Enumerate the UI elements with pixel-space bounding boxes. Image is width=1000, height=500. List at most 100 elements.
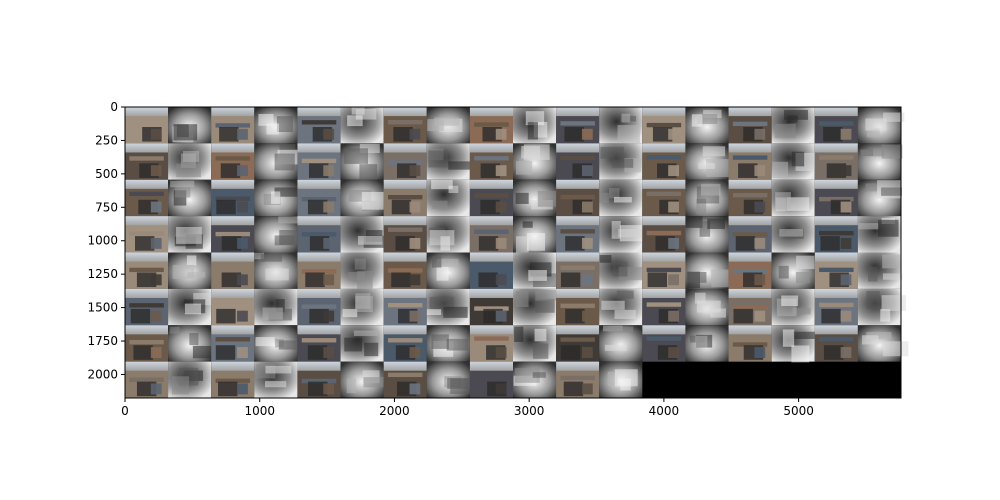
mosaic-tile: [599, 107, 643, 144]
mosaic-tile: [426, 252, 470, 289]
mosaic-tile: [297, 143, 341, 180]
mosaic-tile: [685, 325, 729, 362]
y-tick-label: 1250: [87, 267, 118, 281]
mosaic-tile: [728, 252, 772, 289]
mosaic-tile: [857, 216, 901, 253]
mosaic-tile: [814, 179, 858, 217]
x-tick-label: 0: [121, 404, 129, 418]
mosaic-tile: [469, 325, 513, 362]
mosaic-tile: [211, 179, 255, 217]
mosaic-tile: [168, 288, 213, 326]
mosaic-tile: [168, 361, 212, 398]
mosaic-tile: [125, 325, 169, 362]
mosaic-tile: [340, 179, 387, 217]
mosaic-tile: [556, 252, 600, 289]
mosaic-tile: [297, 288, 341, 326]
mosaic-tile: [340, 143, 384, 181]
mosaic-tile: [513, 107, 557, 144]
mosaic-tile: [469, 361, 513, 398]
mosaic-tile: [685, 179, 729, 217]
mosaic-tile: [125, 361, 169, 398]
mosaic-tile: [685, 288, 729, 326]
mosaic-tile: [426, 107, 470, 144]
mosaic-tile: [426, 325, 470, 362]
mosaic-tile: [426, 216, 470, 253]
mosaic-tile: [168, 107, 212, 144]
mosaic-tile: [340, 216, 385, 253]
mosaic-tile: [254, 252, 298, 289]
mosaic-tile: [297, 361, 341, 398]
mosaic-image: [125, 107, 909, 398]
mosaic-tile: [211, 288, 255, 326]
x-tick-label: 1000: [244, 404, 275, 418]
mosaic-tile: [685, 107, 729, 144]
mosaic-tile: [383, 216, 427, 253]
mosaic-tile: [426, 288, 470, 326]
mosaic-tile: [297, 325, 341, 362]
mosaic-tile: [556, 361, 600, 398]
mosaic-tile: [340, 107, 384, 144]
mosaic-tile: [513, 325, 557, 362]
mosaic-tile: [685, 252, 737, 289]
mosaic-tile: [814, 288, 858, 326]
mosaic-tile: [556, 288, 600, 326]
mosaic-tile: [254, 288, 298, 326]
mosaic-tile: [513, 252, 557, 289]
mosaic-tile: [814, 252, 858, 289]
mosaic-tile: [469, 179, 513, 217]
mosaic-tile: [513, 179, 561, 217]
mosaic-tile: [340, 288, 384, 326]
mosaic-tile: [513, 361, 557, 398]
mosaic-tile: [254, 107, 298, 144]
mosaic-tile: [599, 361, 643, 398]
mosaic-tile: [211, 252, 255, 289]
mosaic-tile: [771, 288, 815, 326]
mosaic-tile: [168, 325, 215, 362]
x-tick-label: 2000: [379, 404, 410, 418]
mosaic-tile: [211, 107, 255, 144]
y-axis: 0 250 500 750 1000 1250 1500 1750 2000: [87, 100, 125, 381]
mosaic-tile: [168, 252, 212, 289]
mosaic-tile: [814, 107, 858, 144]
mosaic-tile: [599, 288, 643, 326]
mosaic-tile: [857, 107, 905, 144]
mosaic-tile: [685, 216, 729, 253]
mosaic-tile: [556, 325, 600, 362]
mosaic-tile: [728, 107, 772, 144]
mosaic-tile: [771, 252, 815, 289]
mosaic-tile: [857, 252, 903, 289]
mosaic-tile: [426, 143, 471, 180]
mosaic-tile: [814, 216, 858, 253]
mosaic-tile: [685, 143, 729, 180]
mosaic-tile: [168, 216, 212, 253]
mosaic-tile: [125, 143, 169, 180]
mosaic-tile: [469, 143, 513, 180]
mosaic-tile: [125, 216, 169, 253]
mosaic-tile: [857, 325, 909, 362]
y-tick-label: 750: [95, 200, 118, 214]
y-tick-label: 0: [110, 100, 118, 114]
mosaic-tile: [556, 107, 600, 144]
x-tick-label: 5000: [783, 404, 814, 418]
mosaic-tile: [469, 288, 513, 326]
mosaic-tile: [513, 143, 557, 180]
mosaic-tile: [340, 361, 386, 398]
y-tick-label: 250: [95, 133, 118, 147]
mosaic-tile: [513, 288, 560, 326]
mosaic-tile: [383, 361, 427, 398]
y-tick-label: 2000: [87, 367, 118, 381]
mosaic-tile: [599, 143, 643, 180]
mosaic-tile: [642, 288, 686, 326]
mosaic-tile: [814, 143, 858, 180]
mosaic-tile: [469, 107, 513, 144]
mosaic-tile: [642, 216, 686, 253]
mosaic-tile: [426, 179, 470, 217]
mosaic-tile: [728, 143, 772, 180]
mosaic-tile: [211, 143, 255, 180]
mosaic-tile: [168, 179, 212, 217]
mosaic-tile: [426, 361, 473, 398]
mosaic-tile: [254, 361, 298, 398]
mosaic-tile: [340, 252, 384, 289]
mosaic-tile: [254, 143, 303, 180]
